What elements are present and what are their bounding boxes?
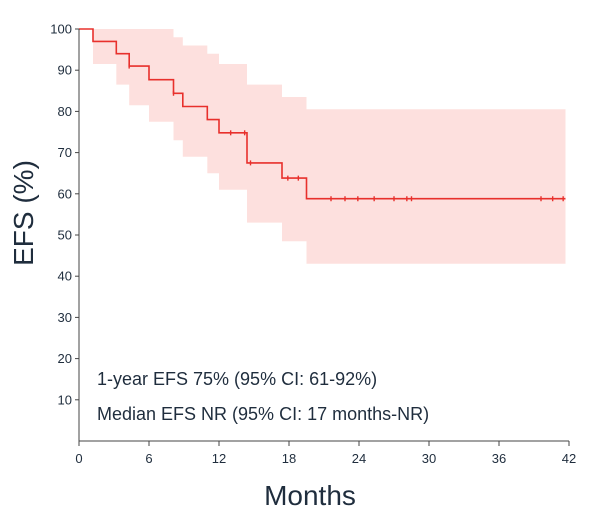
x-tick-label: 24 [352,451,366,466]
y-tick-label: 60 [58,186,72,201]
survival-curve [79,28,566,200]
y-tick-label: 40 [58,269,72,284]
y-tick-label: 90 [58,63,72,78]
y-tick-label: 30 [58,310,72,325]
y-tick-label: 70 [58,145,72,160]
y-axis-title: EFS (%) [8,160,39,266]
y-tick-label: 50 [58,228,72,243]
x-tick-label: 6 [145,451,152,466]
y-tick-label: 80 [58,104,72,119]
x-tick-label: 36 [492,451,506,466]
annotation-one-year-efs: 1-year EFS 75% (95% CI: 61-92%) [97,369,377,389]
plot-area [79,28,566,264]
annotation-median-efs: Median EFS NR (95% CI: 17 months-NR) [97,404,429,424]
x-tick-label: 12 [212,451,226,466]
axes: 10 20 30 40 50 60 70 80 90 100 0 6 12 18 24 30 36 42 [50,22,576,467]
y-tick-label: 10 [58,392,72,407]
x-tick-label: 30 [422,451,436,466]
x-axis-title: Months [264,480,356,511]
x-tick-label: 42 [562,451,576,466]
x-tick-label: 0 [75,451,82,466]
x-tick-label: 18 [282,451,296,466]
confidence-band [79,29,566,264]
y-tick-label: 20 [58,351,72,366]
y-tick-label: 100 [50,22,72,37]
